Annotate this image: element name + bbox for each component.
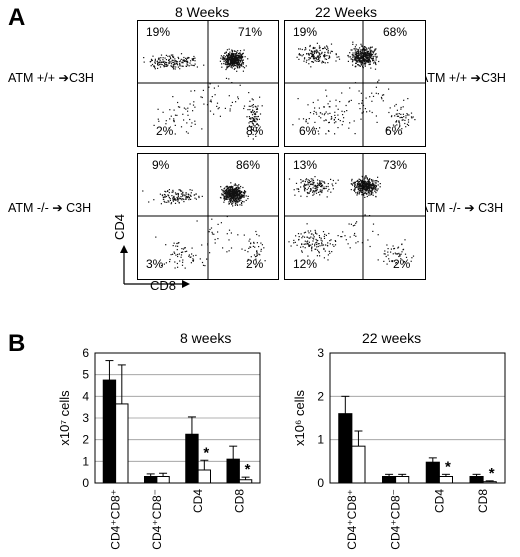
quadrant-ll: 6%	[299, 124, 317, 138]
row-label-ko-right: ATM -/- ➔ C3H	[420, 201, 504, 215]
facs-plot-wt-22wk: 19% 68% 6% 6%	[284, 20, 426, 147]
row-label-wt-right: ATM +/+ ➔C3H	[420, 71, 506, 85]
plot-frame	[94, 352, 261, 484]
significance-marker: *	[445, 458, 451, 475]
panel-b-label: B	[8, 330, 26, 357]
bar	[425, 461, 440, 484]
y-axis-label: x10⁷ cells	[57, 390, 72, 446]
bar	[144, 476, 158, 484]
plot-frame	[329, 352, 506, 484]
facs-dots	[285, 154, 425, 279]
bar	[115, 403, 129, 484]
significance-marker: *	[203, 444, 209, 461]
col-title-8-weeks: 8 Weeks	[175, 4, 230, 20]
quadrant-ll: 12%	[293, 257, 318, 271]
quadrant-ur: 68%	[383, 25, 408, 39]
x-tick-label: CD8	[476, 489, 490, 513]
row-label-ko-left: ATM -/- ➔ C3H	[8, 201, 92, 215]
y-tick-label: 3	[317, 346, 324, 360]
y-tick-label: 6	[82, 346, 89, 360]
quadrant-lr: 2%	[393, 257, 411, 271]
quadrant-ur: 73%	[383, 158, 408, 172]
bar-chart-8wk: 0 1 2 3 4 5 6 x10⁷ cells CD4⁺CD8⁺ CD4⁺CD8⁻ CD4 CD8 *…	[57, 346, 261, 550]
facs-dots	[138, 154, 278, 279]
y-tick-label: 2	[317, 389, 324, 403]
quadrant-ul: 19%	[146, 25, 171, 39]
x-tick-label: CD4⁺CD8⁻	[389, 489, 403, 550]
quadrant-lr: 2%	[246, 257, 264, 271]
bar	[395, 476, 410, 484]
x-tick-label: CD4⁺CD8⁺	[109, 489, 123, 550]
x-tick-label: CD4	[191, 489, 205, 513]
facs-plot-ko-8wk: 9% 86% 3% 2%	[137, 153, 279, 280]
chart-title-22wk: 22 weeks	[362, 330, 422, 346]
facs-dots	[138, 21, 278, 146]
quadrant-ll: 3%	[146, 257, 164, 271]
quadrant-ur: 86%	[236, 158, 261, 172]
bar	[156, 476, 170, 484]
y-tick-label: 3	[82, 411, 89, 425]
y-tick-label: 1	[317, 433, 324, 447]
y-axis-label: x10⁶ cells	[292, 390, 307, 446]
x-tick-label: CD4	[432, 489, 446, 513]
bar	[185, 433, 199, 484]
axis-label-cd8: CD8	[150, 278, 177, 293]
y-tick-label: 5	[82, 368, 89, 382]
bar	[197, 469, 211, 484]
bar	[438, 476, 453, 484]
y-tick-label: 0	[317, 476, 324, 490]
quadrant-ul: 9%	[152, 158, 170, 172]
x-tick-label: CD4⁺CD8⁺	[345, 489, 359, 550]
quadrant-ll: 2%	[156, 124, 174, 138]
col-title-22-weeks: 22 Weeks	[315, 4, 377, 20]
facs-plot-wt-8wk: 19% 71% 2% 8%	[137, 20, 279, 147]
axis-arrows	[120, 245, 190, 288]
quadrant-lr: 6%	[385, 124, 403, 138]
y-tick-label: 2	[82, 433, 89, 447]
bar	[238, 479, 253, 484]
quadrant-ul: 13%	[293, 158, 318, 172]
facs-plot-ko-22wk: 13% 73% 12% 2%	[284, 153, 426, 280]
panel-a-label: A	[8, 4, 26, 31]
quadrant-lr: 8%	[246, 124, 264, 138]
y-tick-label: 0	[82, 476, 89, 490]
y-tick-label: 4	[82, 389, 89, 403]
x-tick-label: CD4⁺CD8⁻	[150, 489, 164, 550]
significance-marker: *	[245, 461, 251, 478]
bar	[482, 481, 497, 484]
bar-chart-22wk: 0 1 2 3 x10⁶ cells CD4⁺CD8⁺ CD4⁺CD8⁻ CD4 CD8 * *	[292, 346, 506, 550]
axis-label-cd4: CD4	[112, 213, 127, 240]
significance-marker: *	[489, 465, 495, 482]
x-tick-label: CD8	[232, 489, 246, 513]
bar	[338, 413, 353, 484]
row-label-wt-left: ATM +/+ ➔C3H	[8, 71, 94, 85]
bar	[469, 476, 484, 484]
bar	[351, 445, 366, 484]
quadrant-ul: 19%	[293, 25, 318, 39]
bar	[102, 379, 117, 484]
bar	[226, 458, 240, 484]
chart-title-8wk: 8 weeks	[180, 330, 232, 346]
bar	[382, 476, 397, 484]
quadrant-ur: 71%	[238, 25, 263, 39]
y-tick-label: 1	[82, 454, 89, 468]
facs-dots	[285, 21, 425, 146]
